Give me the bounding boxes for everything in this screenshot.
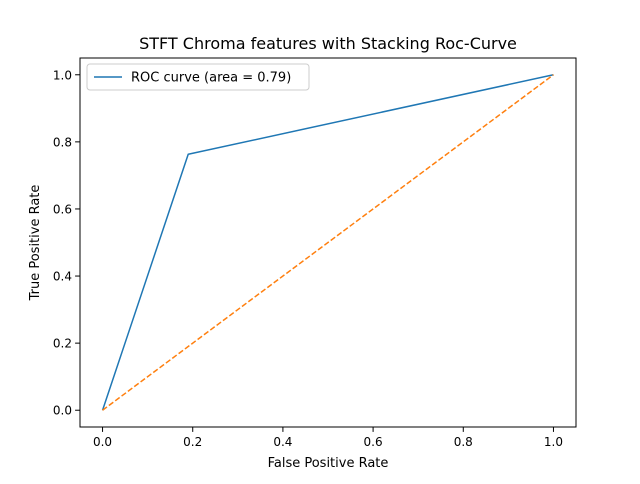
x-axis-label: False Positive Rate: [268, 456, 389, 471]
y-axis-label: True Positive Rate: [28, 185, 43, 302]
dashed-line-series: [102, 74, 554, 411]
legend-box: [86, 63, 310, 91]
plot-series: [101, 74, 554, 411]
x-tick-label: 0.2: [183, 435, 202, 449]
x-tick-label: 1.0: [544, 435, 563, 449]
x-tick-label: 0.0: [93, 435, 112, 449]
y-axis-ticks: 0.0 0.2 0.4 0.6 0.8 1.0: [53, 68, 80, 418]
legend-label-roc-curve: ROC curve (area = 0.79): [131, 71, 291, 86]
y-tick-label: 0.6: [53, 202, 72, 216]
y-tick-label: 0.0: [53, 404, 72, 418]
y-tick-label: 0.2: [53, 337, 72, 351]
legend: ROC curve (area = 0.79): [86, 63, 310, 91]
y-tick-label: 0.4: [53, 270, 72, 284]
x-axis-ticks: 0.0 0.2 0.4 0.6 0.8 1.0: [93, 427, 563, 449]
y-tick-label: 0.8: [53, 135, 72, 149]
x-tick-label: 0.6: [364, 435, 383, 449]
plot-frame: [79, 57, 577, 428]
roc-curve-line: [101, 74, 554, 411]
x-tick-label: 0.8: [454, 435, 473, 449]
chart-title: STFT Chroma features with Stacking Roc-C…: [139, 34, 517, 53]
x-tick-label: 0.4: [273, 435, 292, 449]
y-tick-label: 1.0: [53, 68, 72, 82]
